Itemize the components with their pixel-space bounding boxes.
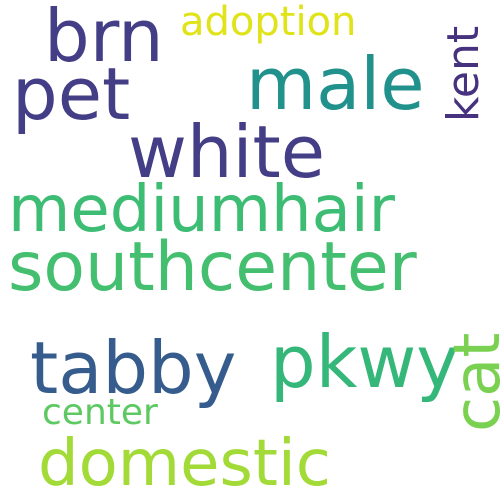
- word-pkwy: pkwy: [270, 320, 459, 404]
- word-cat: cat: [441, 332, 500, 433]
- word-mediumhair: mediumhair: [8, 173, 395, 247]
- word-kent: kent: [438, 25, 489, 122]
- word-tabby: tabby: [30, 326, 237, 410]
- word-male: male: [246, 42, 425, 126]
- word-southcenter: southcenter: [8, 228, 417, 307]
- word-brn: brn: [44, 0, 164, 78]
- word-domestic: domestic: [38, 427, 331, 501]
- word-center: center: [42, 392, 158, 433]
- word-white: white: [128, 110, 326, 194]
- word-pet: pet: [12, 52, 131, 136]
- word-adoption: adoption: [180, 0, 357, 45]
